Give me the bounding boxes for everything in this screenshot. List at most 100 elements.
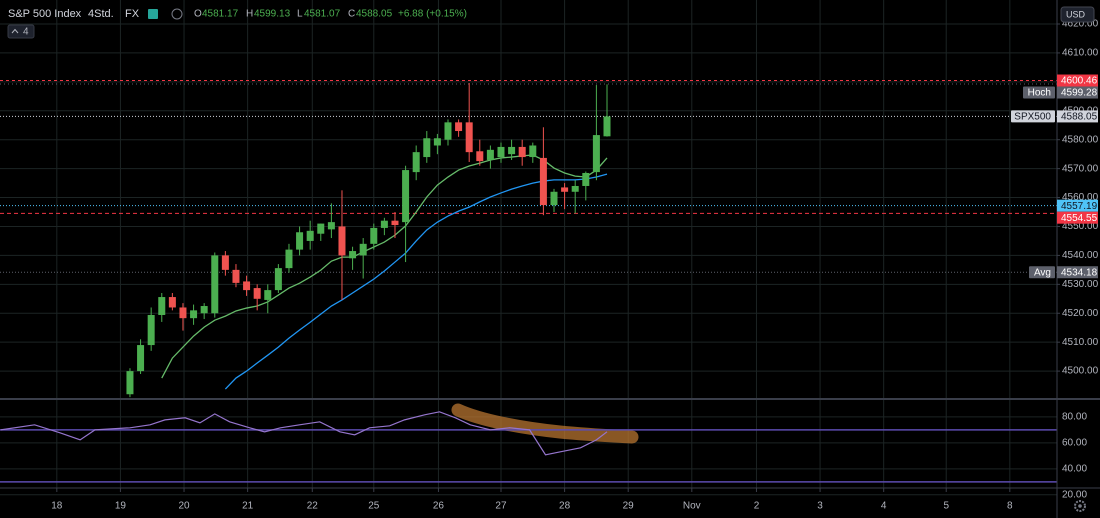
candle-body: [423, 138, 431, 158]
price-label-name-box: [1029, 266, 1055, 279]
y-tick-label: 4520.00: [1062, 308, 1099, 319]
candle-body: [518, 146, 526, 158]
candle-body: [253, 288, 261, 299]
candle-body: [370, 227, 378, 244]
candle-body: [190, 310, 198, 319]
x-tick-label: 21: [242, 501, 254, 512]
y-tick-label: 4570.00: [1062, 163, 1099, 174]
x-tick-label: 2: [754, 501, 760, 512]
candle-body: [486, 149, 494, 160]
x-tick-label: 20: [178, 501, 190, 512]
candle-body: [412, 152, 420, 173]
price-label-box: [1057, 74, 1098, 87]
y-tick-label: 4500.00: [1062, 366, 1099, 377]
y-tick-label: 4550.00: [1062, 221, 1099, 232]
candle-body: [592, 135, 600, 173]
change-value: +6.88 (+0.15%): [398, 9, 467, 20]
candle-body: [349, 251, 357, 259]
price-label-name-box: [1023, 86, 1055, 99]
candle-body: [137, 345, 145, 372]
candle-body: [232, 269, 240, 283]
price-label-box: [1057, 86, 1098, 99]
candle-body: [561, 187, 569, 192]
collapse-icon: [11, 28, 19, 34]
rsi-tick-label: 80.00: [1062, 412, 1087, 423]
price-label-name: Avg: [1034, 267, 1051, 278]
x-tick-label: 28: [559, 501, 571, 512]
candle-body: [211, 255, 219, 314]
price-pane: [0, 80, 1057, 398]
x-tick-label: 19: [115, 501, 127, 512]
x-tick-label: 27: [495, 501, 507, 512]
open-value: 4581.17: [202, 9, 239, 20]
candle-body: [338, 226, 346, 256]
candle-body: [264, 290, 272, 300]
close-label: C: [348, 9, 355, 20]
candle-body: [497, 146, 505, 158]
currency-label: USD: [1066, 9, 1086, 19]
candle-body: [455, 122, 463, 132]
candle-body: [296, 232, 304, 250]
price-label-box: [1057, 266, 1098, 279]
x-tick-label: 22: [307, 501, 319, 512]
candle-body: [539, 157, 547, 206]
rsi-tick-label: 40.00: [1062, 463, 1087, 474]
y-tick-label: 4610.00: [1062, 48, 1099, 59]
market-status-icon[interactable]: [148, 9, 158, 19]
open-label: O: [194, 9, 202, 20]
candle-body: [327, 222, 335, 230]
candle-body: [359, 243, 367, 256]
candle-body: [317, 223, 325, 234]
x-tick-label: Nov: [683, 501, 701, 512]
low-value: 4581.07: [304, 9, 341, 20]
candle-body: [285, 249, 293, 269]
candle-body: [476, 151, 484, 162]
candle-body: [147, 314, 155, 346]
high-value: 4599.13: [254, 9, 291, 20]
candle-body: [529, 145, 537, 158]
high-label: H: [246, 9, 253, 20]
x-tick-label: 18: [51, 501, 63, 512]
x-tick-label: 29: [623, 501, 635, 512]
candle-body: [380, 220, 388, 228]
x-tick-label: 5: [943, 501, 949, 512]
candle-body: [465, 122, 473, 153]
rsi-pane: [0, 403, 1057, 483]
rsi-line: [0, 411, 608, 456]
price-label-value: 4599.28: [1061, 88, 1098, 99]
visibility-icon[interactable]: [171, 8, 183, 20]
rsi-tick-label: 20.00: [1062, 489, 1087, 500]
settings-icon[interactable]: [1074, 500, 1086, 512]
indicators-toggle[interactable]: [7, 24, 35, 39]
x-tick-label: 4: [881, 501, 887, 512]
symbol-title: S&P 500 Index: [8, 8, 82, 20]
candle-body: [221, 255, 229, 270]
y-tick-label: 4620.00: [1062, 19, 1099, 30]
candle-body: [158, 297, 166, 315]
candle-body: [571, 185, 579, 192]
highlighter-annotation: [451, 403, 639, 444]
price-label-value: 4534.18: [1061, 267, 1098, 278]
candle-body: [444, 122, 452, 140]
x-tick-label: 3: [817, 501, 823, 512]
price-label-box: [1057, 211, 1098, 224]
candle-body: [243, 281, 251, 291]
candle-body: [168, 297, 176, 308]
price-label-box: [1057, 110, 1098, 123]
rsi-tick-label: 60.00: [1062, 437, 1087, 448]
candle-body: [582, 172, 590, 186]
candle-body: [391, 220, 399, 226]
price-label-box: [1057, 199, 1098, 212]
y-tick-label: 4560.00: [1062, 192, 1099, 203]
currency-button[interactable]: [1060, 6, 1095, 23]
price-label-name-box: [1011, 110, 1055, 123]
settings-icon-center: [1078, 504, 1082, 508]
price-label-value: 4600.46: [1061, 76, 1098, 87]
x-tick-label: 26: [433, 501, 445, 512]
label-layer: 4500.004510.004520.004530.004540.004550.…: [51, 19, 1098, 512]
candle-body: [508, 146, 516, 155]
y-tick-label: 4530.00: [1062, 279, 1099, 290]
low-label: L: [297, 9, 303, 20]
